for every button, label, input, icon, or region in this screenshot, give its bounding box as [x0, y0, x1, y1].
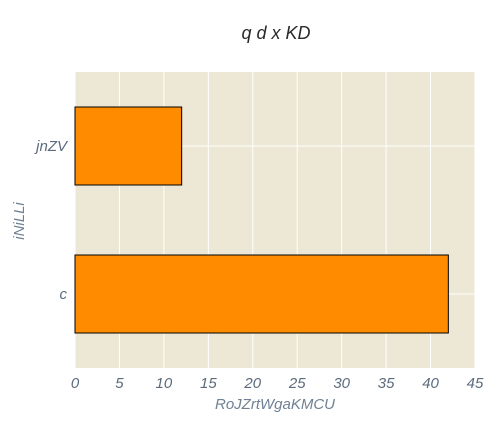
bar-jnZV: [74, 106, 183, 186]
chart-title: q d x KD: [241, 23, 310, 43]
x-tick-label: 10: [156, 375, 173, 392]
x-tick-label: 40: [422, 375, 439, 392]
x-tick-label: 15: [200, 375, 217, 392]
x-tick-labels: 0 5 10 15 20 25 30 35 40 45: [71, 375, 484, 392]
x-tick-label: 25: [288, 375, 306, 392]
y-tick-label: c: [60, 286, 68, 303]
x-tick-label: 35: [378, 375, 395, 392]
bar-c: [74, 254, 449, 334]
x-tick-label: 20: [243, 375, 261, 392]
x-axis-label: RoJZrtWgaKMCU: [215, 396, 335, 413]
y-tick-label: jnZV: [34, 138, 69, 155]
x-tick-label: 30: [333, 375, 350, 392]
y-tick-labels: jnZV c: [34, 138, 69, 303]
x-tick-label: 45: [467, 375, 484, 392]
y-axis-label: iNiLLi: [11, 202, 28, 240]
x-tick-label: 5: [115, 375, 124, 392]
bars: [74, 106, 449, 334]
x-tick-label: 0: [71, 375, 80, 392]
